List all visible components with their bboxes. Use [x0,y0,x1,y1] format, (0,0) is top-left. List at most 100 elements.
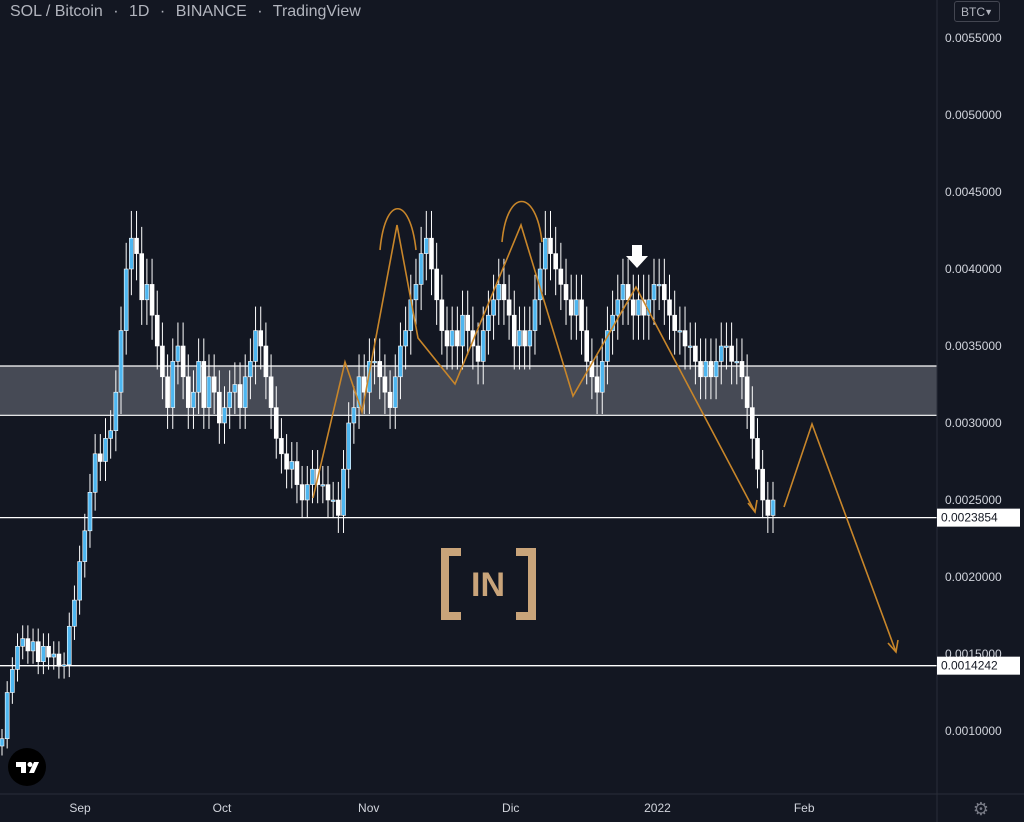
candle-body [429,237,434,270]
candle-body [522,330,527,347]
candle-body [651,284,657,301]
candle-body [356,376,362,408]
candle-body [594,376,600,393]
exchange-label: BINANCE [175,3,247,20]
candle-body [258,330,264,347]
candle-body [413,284,419,301]
candle-body [20,638,25,647]
candle-body [170,361,176,408]
candle-body [253,330,258,362]
candle-body [372,361,377,364]
candle-body [517,330,522,347]
candle-body [574,299,579,316]
chart-header: SOL / Bitcoin · 1D · BINANCE · TradingVi… [10,3,361,21]
candle-body [263,345,269,378]
zigzag-arrowhead [747,499,758,514]
candle-body [165,376,170,408]
price-level-label: 0.0023854 [941,511,998,525]
candle-body [341,468,346,516]
candle-body [320,484,326,487]
candle-body [92,453,98,493]
candle-body [739,361,745,378]
candle-body [579,299,584,331]
candle-body [336,499,341,516]
candle-body [108,430,113,439]
candle-body [304,484,310,501]
candle-body [232,384,238,393]
candle-body [87,491,93,532]
peak-arc[interactable] [379,207,417,251]
candle-body [294,461,300,485]
candle-body [527,330,533,347]
price-axis[interactable] [937,0,1024,822]
candle-body [486,314,491,331]
tradingview-logo-icon[interactable] [8,748,46,786]
price-tick-label: 0.0025000 [945,493,1002,507]
interval-label[interactable]: 1D [129,3,150,20]
candle-body [636,299,641,316]
candle-body [568,299,574,316]
candle-body [470,330,476,347]
candle-body [718,345,724,362]
price-tick-label: 0.0050000 [945,108,1002,122]
candle-body [760,468,765,501]
pattern-zigzag[interactable] [312,222,756,513]
resistance-zone[interactable] [0,366,937,416]
price-level-tag[interactable] [937,508,1020,527]
candle-body [424,237,429,254]
price-tick-label: 0.0040000 [945,262,1002,276]
candle-body [377,361,383,378]
symbol-name[interactable]: SOL / Bitcoin [10,3,103,20]
time-tick-label: Nov [358,801,379,815]
candle-body [398,345,403,378]
gear-icon[interactable]: ⚙ [972,799,990,819]
candle-body [693,345,698,362]
candle-body [672,314,677,331]
candle-body [103,438,108,462]
candle-body [455,330,460,347]
candle-body [123,268,129,331]
candle-body [548,237,553,254]
candle-body [191,391,196,408]
currency-select-button[interactable]: BTC ▼ [954,1,1000,22]
candle-body [755,438,760,470]
candle-body [227,391,232,408]
projection-line[interactable] [783,421,897,653]
candle-body [392,376,398,408]
peak-arc[interactable] [501,200,543,243]
svg-text:IN: IN [471,566,505,604]
candle-body [734,361,740,364]
candle-body [273,407,279,439]
candle-body [279,438,284,455]
price-level-tag[interactable] [937,656,1020,675]
candle-body [403,330,408,347]
time-tick-label: 2022 [644,801,671,815]
candle-body [82,530,88,562]
price-level-label: 0.0014242 [941,659,998,673]
down-arrow-icon[interactable] [626,245,648,268]
candle-body [599,361,605,393]
candle-body [418,253,424,285]
candle-body [589,361,595,378]
candle-body [129,237,134,270]
candle-body [770,499,776,516]
candle-body [713,361,719,378]
candle-body [465,314,471,331]
candle-body [284,453,289,470]
candle-body [113,391,119,432]
candle-body [237,384,243,408]
price-tick-label: 0.0030000 [945,416,1002,430]
candle-body [615,299,621,316]
candle-body [15,645,20,670]
candle-body [480,330,486,362]
candle-body [211,376,217,393]
candle-body [434,268,439,301]
candle-body [222,407,227,424]
candle-body [0,738,5,747]
price-tick-label: 0.0020000 [945,570,1002,584]
candle-body [180,345,186,378]
candle-body [724,345,729,348]
header-separator: · [159,3,166,20]
candle-body [382,376,388,393]
